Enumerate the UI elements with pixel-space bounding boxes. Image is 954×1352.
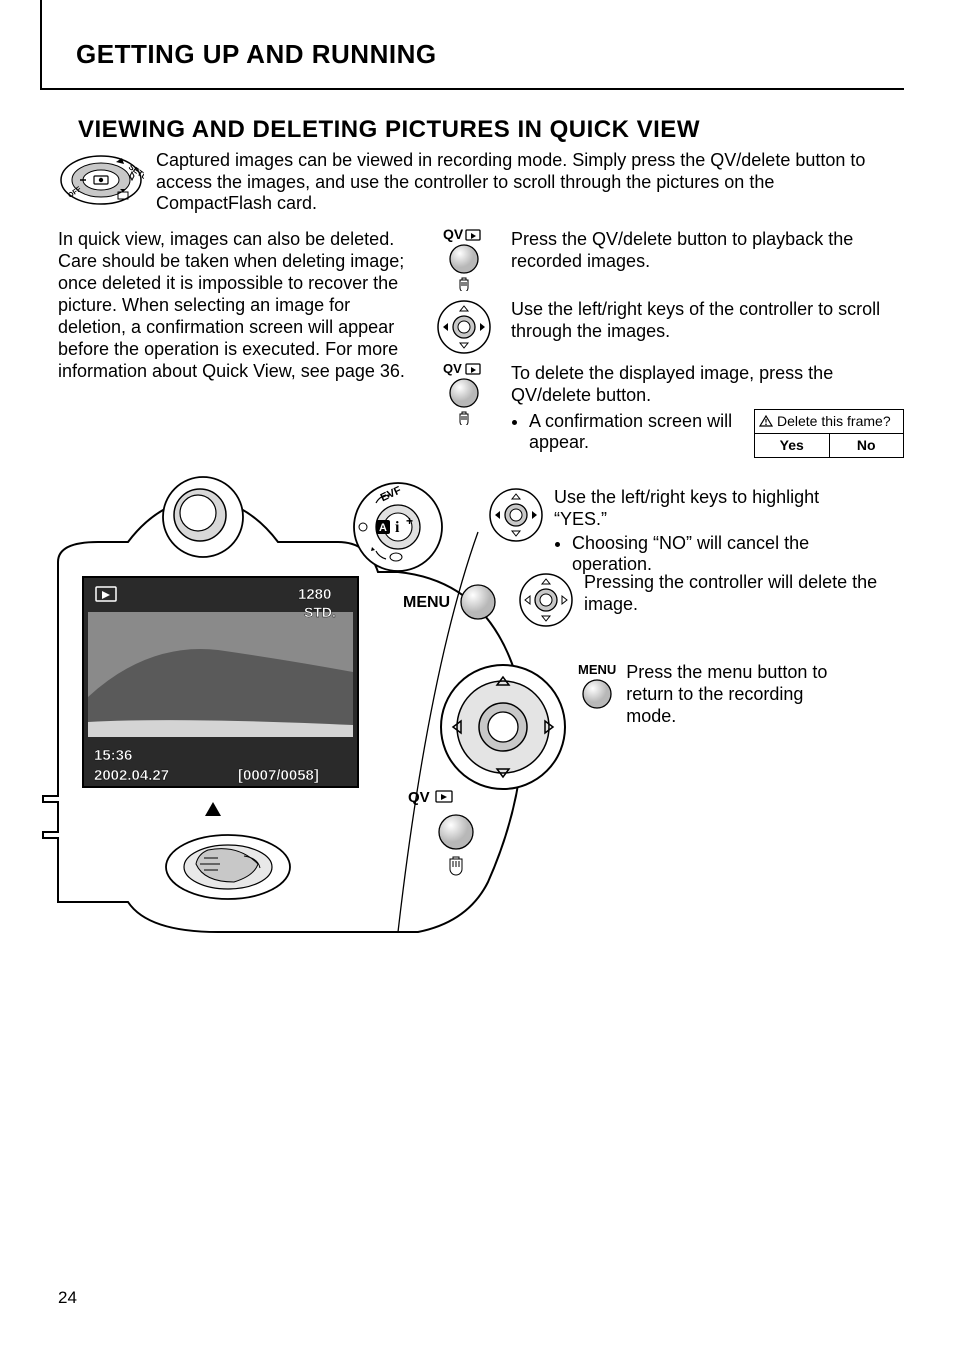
warning-icon <box>759 415 773 427</box>
svg-text:1280: 1280 <box>298 586 331 603</box>
step-4-bullet: Choosing “NO” will cancel the operation. <box>572 533 874 576</box>
step-1-text: Press the QV/delete button to playback t… <box>511 229 904 273</box>
step-3-bullet: A confirmation screen will appear. <box>529 411 744 454</box>
step-5-text: Pressing the controller will delete the … <box>584 572 904 616</box>
confirm-title: Delete this frame? <box>777 413 891 430</box>
section-heading: VIEWING AND DELETING PICTURES IN QUICK V… <box>78 116 904 144</box>
page-number: 24 <box>58 1288 77 1308</box>
confirm-yes: Yes <box>755 434 830 457</box>
svg-text:QV: QV <box>443 363 462 376</box>
controller-pad-icon <box>429 299 499 355</box>
intro-paragraph: Captured images can be viewed in recordi… <box>156 150 876 215</box>
step-6-text: Press the menu button to return to the r… <box>626 662 846 728</box>
warning-paragraph: In quick view, images can also be delete… <box>58 229 423 466</box>
svg-text:15:36: 15:36 <box>94 747 132 764</box>
svg-text:MENU: MENU <box>403 594 450 611</box>
svg-text:A: A <box>379 522 387 534</box>
svg-text:2002.04.27: 2002.04.27 <box>94 767 169 784</box>
svg-text:[0007/0058]: [0007/0058] <box>238 767 319 784</box>
confirm-dialog: Delete this frame? Yes No <box>754 409 904 458</box>
camera-diagram: i + A EVF MENU <box>28 472 608 967</box>
confirm-no: No <box>830 434 904 457</box>
page-corner-rule-vertical <box>40 0 42 90</box>
svg-text:QV: QV <box>408 789 430 806</box>
qv-button-icon: QV <box>429 363 499 425</box>
svg-text:+: + <box>406 514 413 528</box>
svg-text:STD.: STD. <box>304 604 336 620</box>
mode-dial-icon: SETUP OFF <box>58 150 144 215</box>
svg-text:QV: QV <box>443 229 464 242</box>
page-title: GETTING UP AND RUNNING <box>76 39 904 70</box>
page-corner-rule-horizontal <box>40 88 904 90</box>
step-2-text: Use the left/right keys of the controlle… <box>511 299 904 343</box>
step-3-text: To delete the displayed image, press the… <box>511 363 904 407</box>
qv-button-icon: QV <box>429 229 499 291</box>
svg-text:i: i <box>395 519 400 536</box>
